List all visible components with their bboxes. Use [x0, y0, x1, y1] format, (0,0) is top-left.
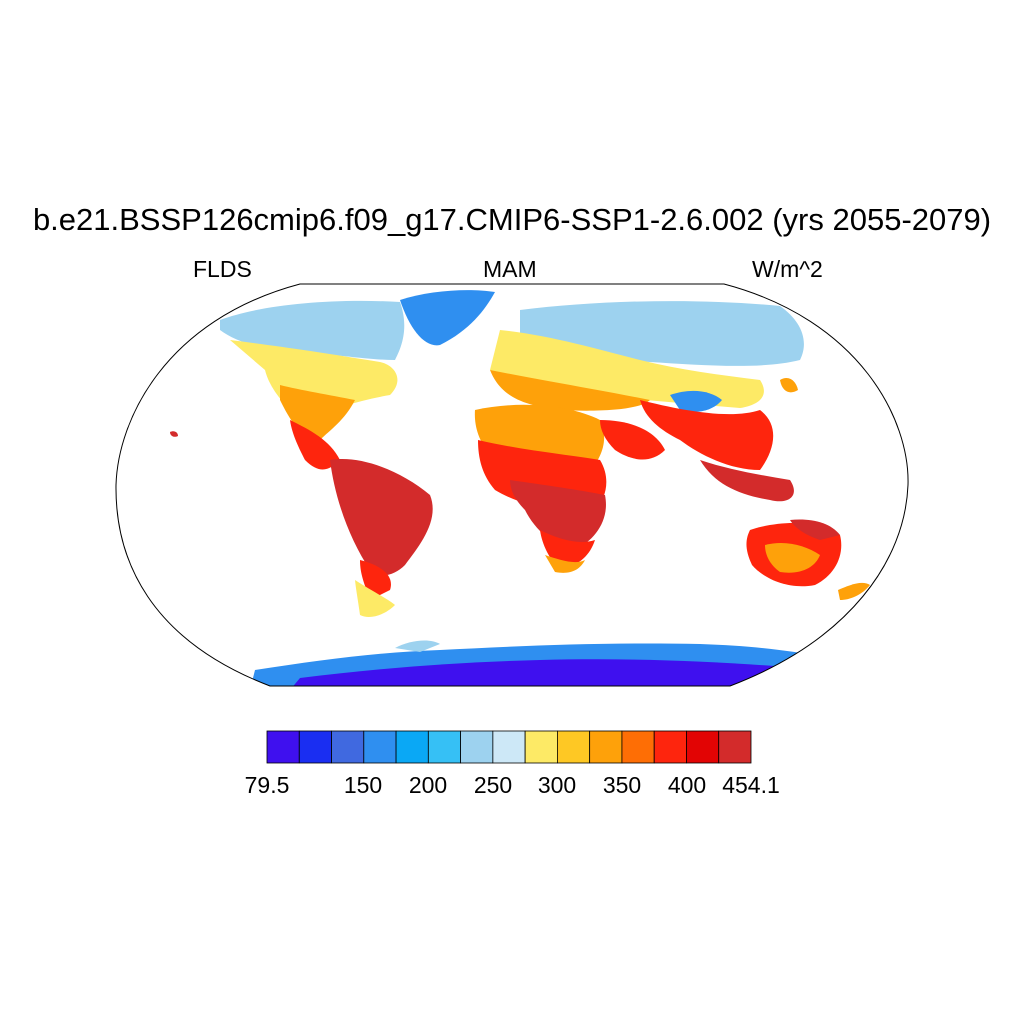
colorbar-swatch	[589, 730, 623, 764]
colorbar-tick-label: 350	[602, 772, 642, 798]
land-fields	[170, 290, 870, 686]
tibetan-plateau	[670, 390, 722, 412]
colorbar-tick-label: 250	[473, 772, 513, 798]
plot-title: b.e21.BSSP126cmip6.f09_g17.CMIP6-SSP1-2.…	[32, 202, 992, 237]
colorbar-tick-label: 454.1	[722, 772, 780, 798]
colorbar-swatch	[686, 730, 720, 764]
colorbar-swatch	[524, 730, 558, 764]
colorbar-swatch	[331, 730, 365, 764]
colorbar-tick-label: 200	[408, 772, 448, 798]
colorbar-swatch	[427, 730, 462, 764]
colorbar-swatch	[621, 730, 655, 764]
colorbar-tick-label: 150	[343, 772, 383, 798]
colorbar-swatch	[460, 730, 494, 764]
greenland	[400, 290, 495, 346]
colorbar-swatch	[363, 730, 397, 764]
variable-label: FLDS	[193, 256, 252, 282]
colorbar-swatch	[653, 730, 687, 764]
south-america	[330, 459, 433, 576]
colorbar-swatch	[718, 730, 752, 764]
units-label: W/m^2	[752, 256, 823, 282]
colorbar-tick-label: 300	[537, 772, 577, 798]
map-boundary	[115, 283, 909, 687]
colorbar-tick-label: 79.5	[244, 772, 290, 798]
colorbar-swatch	[298, 730, 332, 764]
colorbar-swatch	[492, 730, 526, 764]
season-label: MAM	[483, 256, 537, 282]
colorbar-swatch	[557, 730, 591, 764]
colorbar-tick-label: 400	[667, 772, 707, 798]
colorbar-swatch	[395, 730, 429, 764]
colorbar-swatch	[266, 730, 300, 764]
